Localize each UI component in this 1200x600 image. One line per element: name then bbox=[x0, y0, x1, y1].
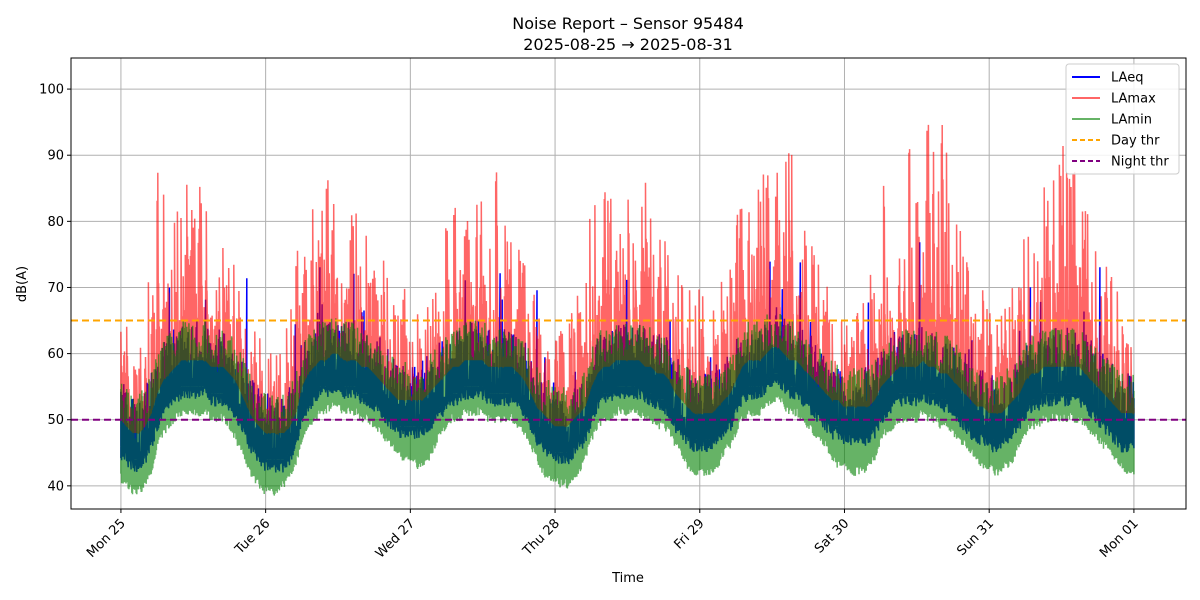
legend-box bbox=[1065, 63, 1180, 175]
y-axis-title: dB(A) bbox=[15, 266, 30, 302]
legend-label: LAmin bbox=[1111, 113, 1152, 128]
legend: LAeq LAmax LAmin Day thr Night thr bbox=[1065, 63, 1180, 175]
y-tick-label: 50 bbox=[47, 413, 64, 428]
x-tick-label: Wed 27 bbox=[373, 516, 418, 561]
x-axis-title: Time bbox=[611, 571, 644, 586]
y-tick-label: 70 bbox=[47, 281, 64, 296]
x-axis: Mon 25 Tue 26 Wed 27 Thu 28 Fri 29 Sat 30 Sun … bbox=[84, 509, 1142, 561]
plot-frame bbox=[70, 57, 1187, 510]
x-tick-label: Thu 28 bbox=[520, 516, 563, 559]
y-tick-label: 40 bbox=[47, 479, 64, 494]
x-tick-label: Sun 31 bbox=[954, 516, 997, 559]
chart-subtitle: 2025-08-25 → 2025-08-31 bbox=[523, 35, 733, 54]
x-tick-label: Mon 25 bbox=[84, 516, 129, 561]
legend-label: Night thr bbox=[1111, 155, 1169, 170]
y-axis: 40 50 60 70 80 90 100 bbox=[39, 83, 71, 494]
y-tick-label: 60 bbox=[47, 347, 64, 362]
legend-label: LAmax bbox=[1111, 92, 1156, 107]
y-tick-label: 90 bbox=[47, 149, 64, 164]
x-tick-label: Fri 29 bbox=[671, 516, 707, 552]
x-tick-label: Mon 01 bbox=[1097, 516, 1142, 561]
chart-title: Noise Report – Sensor 95484 bbox=[512, 14, 744, 33]
y-tick-label: 80 bbox=[47, 215, 64, 230]
threshold-layer bbox=[71, 319, 1186, 421]
series-layer bbox=[120, 124, 1135, 496]
series-lamin-line bbox=[120, 313, 1135, 496]
x-tick-label: Tue 26 bbox=[232, 516, 274, 558]
y-tick-label: 100 bbox=[39, 83, 64, 98]
legend-label: Day thr bbox=[1111, 134, 1160, 149]
legend-label: LAeq bbox=[1111, 71, 1143, 86]
x-tick-label: Sat 30 bbox=[812, 516, 852, 556]
